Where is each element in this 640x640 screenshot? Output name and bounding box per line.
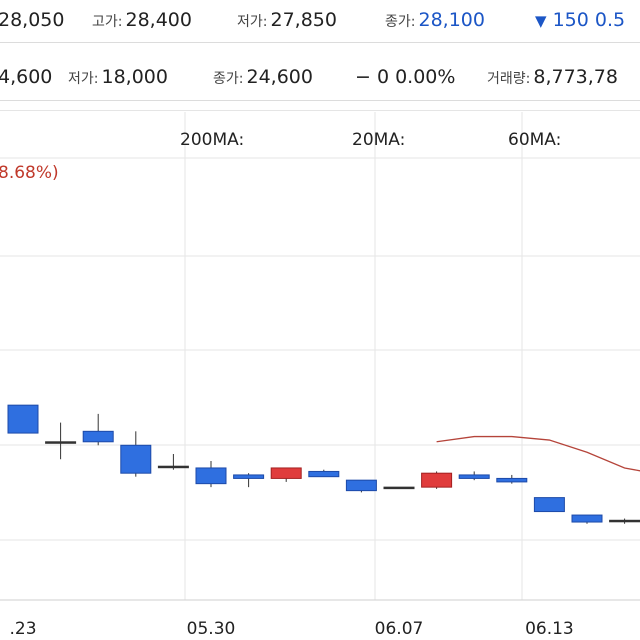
candle-body <box>233 474 265 479</box>
low-cell-2: 저가: 18,000 <box>68 66 168 88</box>
candle[interactable] <box>270 467 302 482</box>
low-label: 저가: <box>237 14 268 30</box>
x-tick-label: .23 <box>9 619 36 639</box>
ma-label: 20MA: <box>352 130 405 150</box>
high-label: 고가: <box>92 14 123 30</box>
candle-body <box>383 486 415 490</box>
high-value: 28,400 <box>125 9 192 31</box>
moving-average-line <box>436 435 640 472</box>
candle-body <box>308 470 340 478</box>
candle-body <box>345 479 377 492</box>
candle[interactable] <box>496 474 528 484</box>
candle-body <box>7 404 39 434</box>
low-cell: 저가: 27,850 <box>237 9 337 31</box>
ma-label: 60MA: <box>508 130 561 150</box>
close-cell: 종가: 28,100 <box>385 9 485 31</box>
close-value-2: 24,600 <box>246 66 313 88</box>
volume-label: 거래량: <box>487 71 531 87</box>
candle[interactable] <box>345 479 377 493</box>
close-cell-2: 종가: 24,600 <box>213 66 313 88</box>
candle[interactable] <box>458 471 490 481</box>
change-cell: ▼ 150 0.5 <box>535 9 625 31</box>
percent-change-label: 8.68%) <box>0 163 59 183</box>
candle[interactable] <box>82 413 114 446</box>
candle-body <box>120 444 152 474</box>
divider <box>0 100 640 101</box>
volume-cell: 거래량: 8,773,78 <box>487 66 618 88</box>
close-label: 종가: <box>385 14 416 30</box>
change-value-2: − 0 0.00% <box>355 66 456 88</box>
x-tick-label: 05.30 <box>187 619 236 639</box>
candle[interactable] <box>609 518 640 524</box>
candle[interactable] <box>571 514 603 524</box>
candle-body <box>421 472 453 488</box>
candle-body <box>458 474 490 479</box>
candle-body <box>82 430 114 443</box>
divider <box>0 42 640 43</box>
high-cell: 고가: 28,400 <box>92 9 192 31</box>
candle-body <box>195 467 227 485</box>
candle[interactable] <box>233 473 265 488</box>
close-value: 28,100 <box>418 9 485 31</box>
open-value-2: 4,600 <box>0 66 53 88</box>
grid <box>0 112 640 601</box>
candle-body <box>496 477 528 483</box>
low-value-2: 18,000 <box>101 66 168 88</box>
change-value: 150 0.5 <box>552 9 626 31</box>
quote-row-secondary: 4,600 저가: 18,000 종가: 24,600 − 0 0.00% 거래량:… <box>0 58 640 98</box>
close-label-2: 종가: <box>213 71 244 87</box>
ma-legend: 200MA: 20MA: 60MA: <box>180 130 561 150</box>
down-arrow-icon: ▼ <box>535 12 547 30</box>
candle[interactable] <box>7 404 39 434</box>
low-value: 27,850 <box>270 9 337 31</box>
quote-row-primary: 28,050 고가: 28,400 저가: 27,850 종가: 28,100 ▼ 1… <box>0 0 640 40</box>
candle-body <box>45 441 77 444</box>
candle[interactable] <box>383 486 415 490</box>
volume-value: 8,773,78 <box>533 66 618 88</box>
candles <box>7 404 640 524</box>
candle[interactable] <box>308 469 340 478</box>
open-value: 28,050 <box>0 9 65 31</box>
x-tick-label: 06.13 <box>525 619 574 639</box>
candle-body <box>533 497 565 513</box>
candle[interactable] <box>157 454 189 470</box>
x-tick-label: 06.07 <box>375 619 424 639</box>
quote-header: 28,050 고가: 28,400 저가: 27,850 종가: 28,100 ▼ 1… <box>0 0 640 112</box>
divider <box>0 110 640 111</box>
candle-body <box>571 514 603 523</box>
candle[interactable] <box>120 431 152 477</box>
low-label-2: 저가: <box>68 71 99 87</box>
ma-label: 200MA: <box>180 130 244 150</box>
candle[interactable] <box>421 471 453 489</box>
candle[interactable] <box>195 460 227 488</box>
candle-body <box>609 519 640 523</box>
candle[interactable] <box>533 497 565 513</box>
candle-body <box>270 467 302 479</box>
candle-body <box>157 465 189 469</box>
candle[interactable] <box>45 422 77 460</box>
